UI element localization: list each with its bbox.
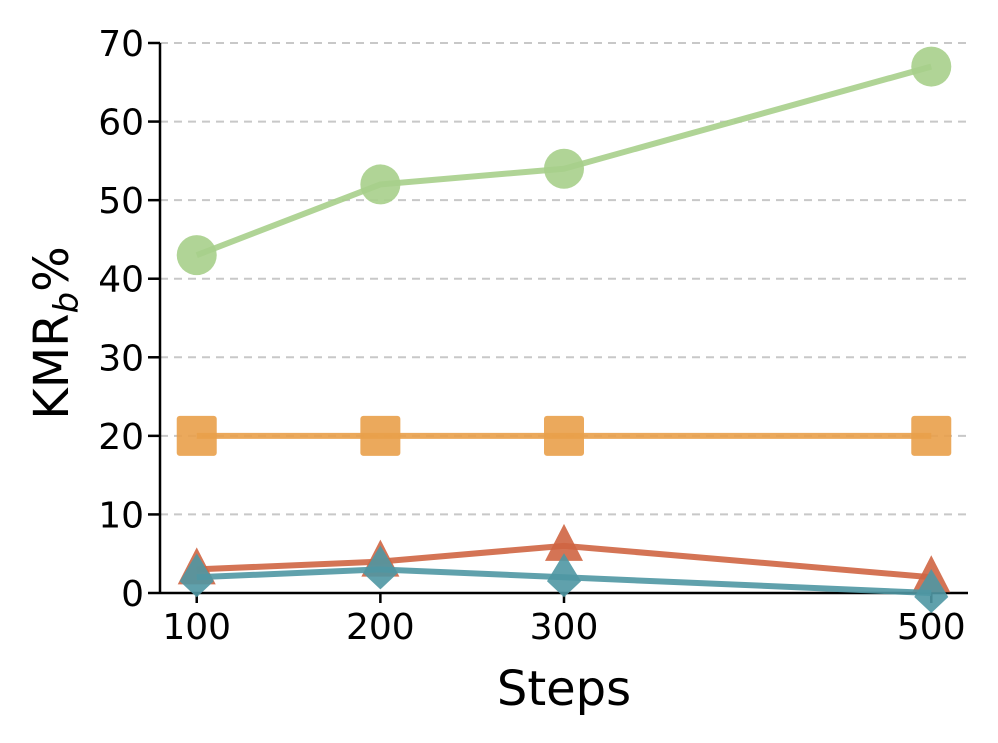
y-tick-label: 50 [98,181,144,222]
series-1 [176,46,952,276]
y-tick-label: 60 [98,103,144,144]
y-tick-label: 70 [98,24,144,65]
y-tick-label: 0 [121,574,144,615]
data-point [911,46,952,87]
series-4 [179,545,949,613]
y-tick-label: 20 [98,417,144,458]
x-tick-label: 300 [530,607,599,648]
y-axis-title-suffix: % [24,246,80,292]
y-tick-label: 10 [98,495,144,536]
data-point [176,235,217,276]
data-point [176,415,217,456]
data-point [363,545,398,590]
x-axis-title: Steps [497,661,631,717]
data-point [360,415,401,456]
data-point [360,164,401,205]
data-point [544,148,584,189]
data-point [547,553,581,598]
data-point [179,553,214,598]
x-ticks: 100 200 300 500 [162,593,966,648]
y-tick-label: 30 [98,338,144,379]
y-axis-title-subscript: b [47,292,87,314]
data-point [911,415,952,456]
x-tick-label: 200 [346,607,415,648]
x-tick-label: 100 [162,607,231,648]
data-point [914,569,949,613]
series-line [196,542,932,581]
axes [158,43,968,595]
data-point [545,523,583,561]
y-axis-title: KMRb% [24,246,87,419]
x-tick-label: 500 [897,607,966,648]
data-point [544,415,584,456]
series-line [196,566,932,596]
series [176,46,952,613]
y-ticks: 0 10 20 30 40 50 60 70 [98,24,160,615]
series-2 [176,415,952,456]
y-axis-title-main: KMR [24,313,80,419]
y-tick-label: 40 [98,260,144,301]
series-line [195,63,933,258]
